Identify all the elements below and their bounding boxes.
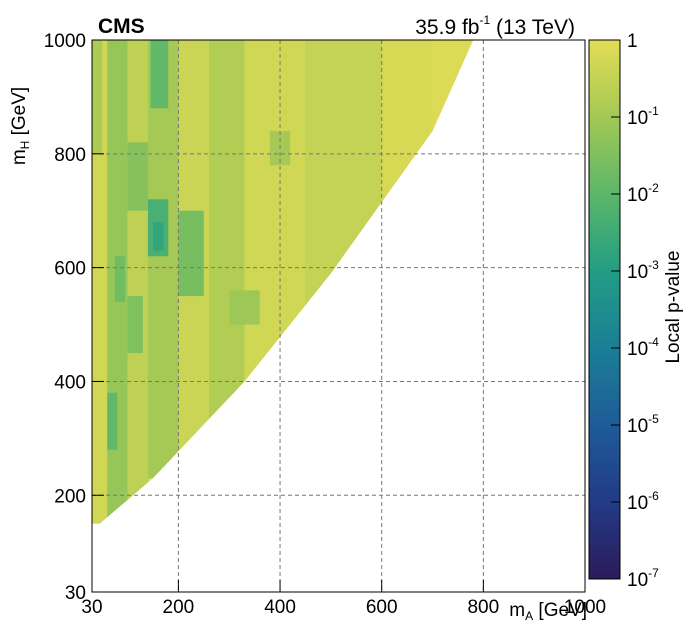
colorbar-tick-label: 10-5 [627, 412, 659, 437]
x-axis-title: mA [GeV] [509, 600, 587, 623]
heatmap-cell [127, 296, 143, 353]
heatmap-cell [229, 290, 260, 325]
heatmap-cell [381, 40, 433, 223]
heatmap-cell [208, 40, 245, 422]
colorbar-ticks: 1 10-1 10-2 10-3 10-4 10-5 10-6 10-7 [611, 31, 659, 591]
y-tick-label: 200 [54, 486, 86, 507]
heatmap-cell [152, 222, 164, 251]
heatmap-cell [107, 392, 118, 450]
x-tick-label: 400 [264, 597, 296, 618]
heatmap-cell [150, 40, 169, 109]
colorbar-tick-label: 10-3 [627, 258, 659, 283]
y-tick-label: 800 [54, 145, 86, 166]
x-tick-label: 1000 [564, 597, 606, 618]
colorbar-tick-label: 10-4 [627, 335, 659, 360]
heatmap-cell [127, 142, 148, 211]
heatmap-cell [114, 256, 126, 302]
heatmap-cell [147, 40, 179, 479]
colorbar-tick-label: 10-7 [627, 566, 659, 591]
colorbar-tick-label: 10-2 [627, 181, 659, 206]
colorbar-title: Local p-value [663, 250, 684, 363]
x-tick-label: 600 [366, 597, 398, 618]
colorbar-tick-label: 10-6 [627, 489, 659, 514]
y-tick-label: 400 [54, 372, 86, 393]
colorbar-tick-label: 10-1 [627, 104, 659, 129]
y-tick-label: 600 [54, 259, 86, 280]
heatmap-cell [432, 40, 474, 132]
y-axis-title: mH [GeV] [9, 87, 32, 165]
colorbar-tick-label: 1 [627, 31, 638, 52]
x-tick-label: 30 [81, 597, 102, 618]
colorbar [588, 39, 621, 580]
luminosity-label: 35.9 fb-1 (13 TeV) [415, 13, 575, 39]
y-tick-label: 1000 [44, 31, 86, 52]
heatmap-cell [92, 40, 108, 524]
x-axis: 30 200 400 600 800 1000 [81, 580, 606, 618]
heatmap-cell [127, 40, 148, 524]
heatmap-cell [92, 40, 103, 154]
heatmap-cell [244, 40, 306, 382]
x-tick-label: 800 [467, 597, 499, 618]
grid-lines [92, 40, 585, 592]
y-tick-label: 30 [65, 583, 86, 604]
x-tick-label: 200 [163, 597, 195, 618]
y-axis: 30 200 400 600 800 1000 [44, 31, 104, 604]
heatmap-region [92, 40, 474, 524]
experiment-label: CMS [98, 15, 145, 38]
heatmap-cell [178, 210, 204, 297]
plot-frame-outline [91, 39, 586, 593]
